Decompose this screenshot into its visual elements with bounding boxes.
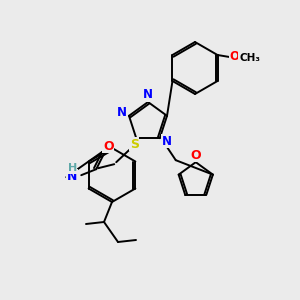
Text: N: N	[117, 106, 127, 119]
Text: N: N	[67, 170, 77, 183]
Text: S: S	[130, 138, 139, 151]
Text: O: O	[230, 50, 239, 64]
Text: O: O	[190, 149, 201, 162]
Text: CH₃: CH₃	[239, 53, 260, 63]
Text: O: O	[103, 140, 114, 153]
Text: N: N	[162, 135, 172, 148]
Text: N: N	[143, 88, 153, 101]
Text: H: H	[68, 163, 77, 173]
